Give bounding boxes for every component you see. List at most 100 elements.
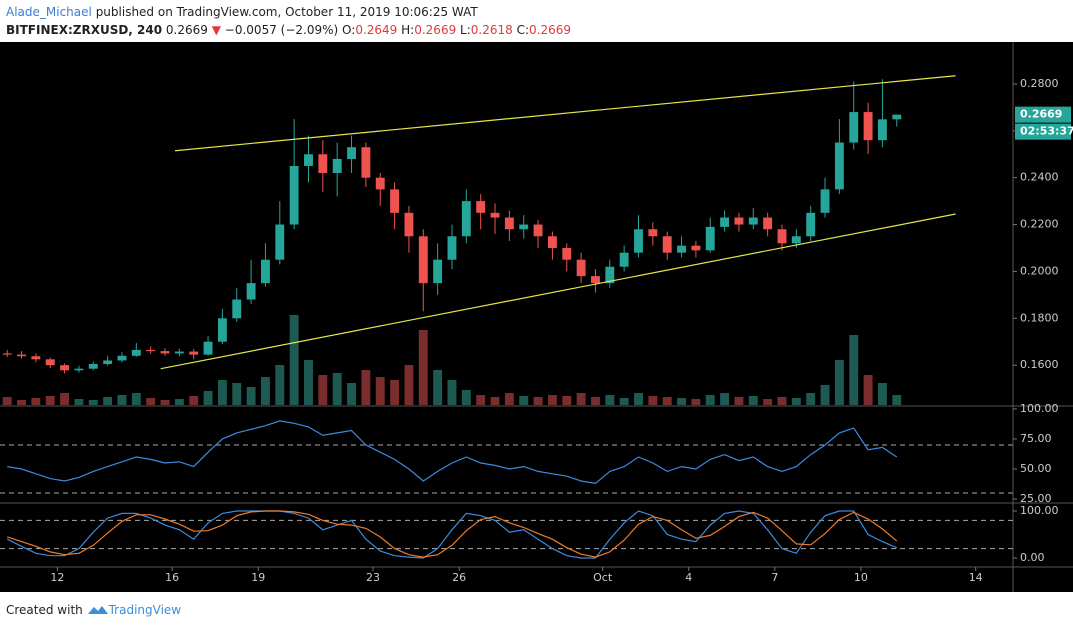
candle-body (705, 226, 715, 251)
volume-bar (160, 400, 170, 405)
candle-body (591, 276, 600, 284)
volume-bar (806, 393, 816, 405)
volume-bar (361, 370, 371, 405)
volume-bar (375, 377, 385, 405)
volume-bar (504, 393, 514, 405)
y-tick-label: 0.2400 (1020, 171, 1059, 184)
volume-bar (720, 393, 730, 405)
volume-bar (849, 335, 859, 405)
y-tick-label: 0.1600 (1020, 358, 1059, 371)
volume-bar (332, 373, 342, 405)
y-tick-label: 0.00 (1020, 551, 1045, 564)
candle-body (476, 201, 486, 213)
trendline (160, 213, 956, 370)
candle-body (17, 354, 26, 357)
candle-body (547, 236, 557, 248)
candle-body (203, 341, 213, 355)
countdown: 02:53:37 (1020, 125, 1073, 138)
published: published on TradingView.com, October 11… (95, 5, 478, 19)
symbol: BITFINEX:ZRXUSD, 240 (6, 23, 163, 37)
volume-bar (562, 396, 572, 405)
candle-body (576, 259, 586, 277)
candle-body (634, 229, 643, 253)
last: 0.2669 (165, 23, 208, 37)
candle-body (763, 217, 773, 230)
y-tick-label: 100.00 (1020, 504, 1059, 517)
candle-body (45, 359, 55, 366)
candle-body (648, 229, 658, 237)
candle-body (31, 356, 41, 360)
candle-body (433, 259, 443, 284)
candle-body (390, 189, 400, 213)
y-tick-label: 100.00 (1020, 402, 1059, 415)
footer-text: Created with (6, 603, 83, 617)
volume-bar (347, 383, 356, 405)
volume-bar (117, 395, 127, 405)
header-line: BITFINEX:ZRXUSD, 240 0.2669 ▼ −0.0057 (−… (6, 21, 571, 39)
candle-body (217, 318, 227, 342)
candle-body (60, 365, 70, 371)
volume-bar (763, 399, 773, 405)
candle-body (174, 351, 184, 354)
header: Alade_Michael published on TradingView.c… (6, 3, 571, 39)
candle-body (160, 351, 170, 354)
candle-body (318, 154, 328, 173)
volume-bar (605, 395, 615, 405)
volume-bar (691, 399, 701, 405)
candle-body (677, 245, 686, 253)
candle-body (519, 224, 529, 230)
volume-bar (418, 330, 428, 405)
volume-bar (146, 398, 156, 405)
volume-bar (863, 375, 873, 405)
countdown-tag (1015, 123, 1071, 140)
candle-body (304, 154, 313, 166)
candle-body (490, 212, 500, 218)
candle-body (461, 201, 471, 237)
volume-bar (748, 396, 758, 405)
volume-bar (820, 385, 830, 405)
candle-body (533, 224, 543, 237)
header-line: Alade_Michael published on TradingView.c… (6, 3, 571, 21)
volume-bar (791, 398, 801, 405)
volume-bar (103, 397, 113, 405)
volume-bar (17, 400, 26, 405)
volume-bar (476, 395, 486, 405)
candle-body (662, 236, 672, 253)
volume-bar (275, 365, 285, 405)
author[interactable]: Alade_Michael (6, 5, 92, 19)
volume-bar (31, 398, 41, 405)
candle-body (504, 217, 514, 230)
volume-bar (45, 396, 55, 405)
y-tick-label: 25.00 (1020, 492, 1052, 505)
candle-body (877, 119, 887, 141)
x-tick-label: 26 (452, 571, 466, 584)
volume-bar (289, 315, 299, 405)
ohlc-label: O: (342, 23, 356, 37)
volume-bar (834, 360, 844, 405)
volume-bar (892, 395, 902, 405)
y-tick-label: 75.00 (1020, 432, 1052, 445)
ohlc-label: C: (516, 23, 530, 37)
volume-bar (174, 399, 184, 405)
chart: 12 16 19 23 26 Oct 4 7 10 14 0.1600 0.1800 0.2000 0.2… (0, 42, 1073, 592)
ohlc-value: 0.2649 (355, 23, 398, 37)
footer: Created with TradingView (6, 602, 181, 617)
indicator-line (6, 510, 898, 559)
x-tick-label: 16 (165, 571, 179, 584)
volume-bar (461, 390, 471, 405)
candle-body (74, 368, 84, 371)
volume-bar (619, 398, 629, 405)
candle-body (605, 266, 615, 284)
x-tick-label: Oct (593, 571, 613, 584)
x-tick-label: 14 (969, 571, 983, 584)
x-tick-label: 12 (50, 571, 64, 584)
volume-bar (318, 375, 328, 405)
candle-body (447, 236, 457, 260)
x-tick-label: 7 (771, 571, 778, 584)
volume-bar (734, 397, 744, 405)
volume-bar (547, 395, 557, 405)
trendline (174, 75, 956, 152)
candle-body (2, 353, 12, 355)
volume-bar (777, 397, 787, 405)
